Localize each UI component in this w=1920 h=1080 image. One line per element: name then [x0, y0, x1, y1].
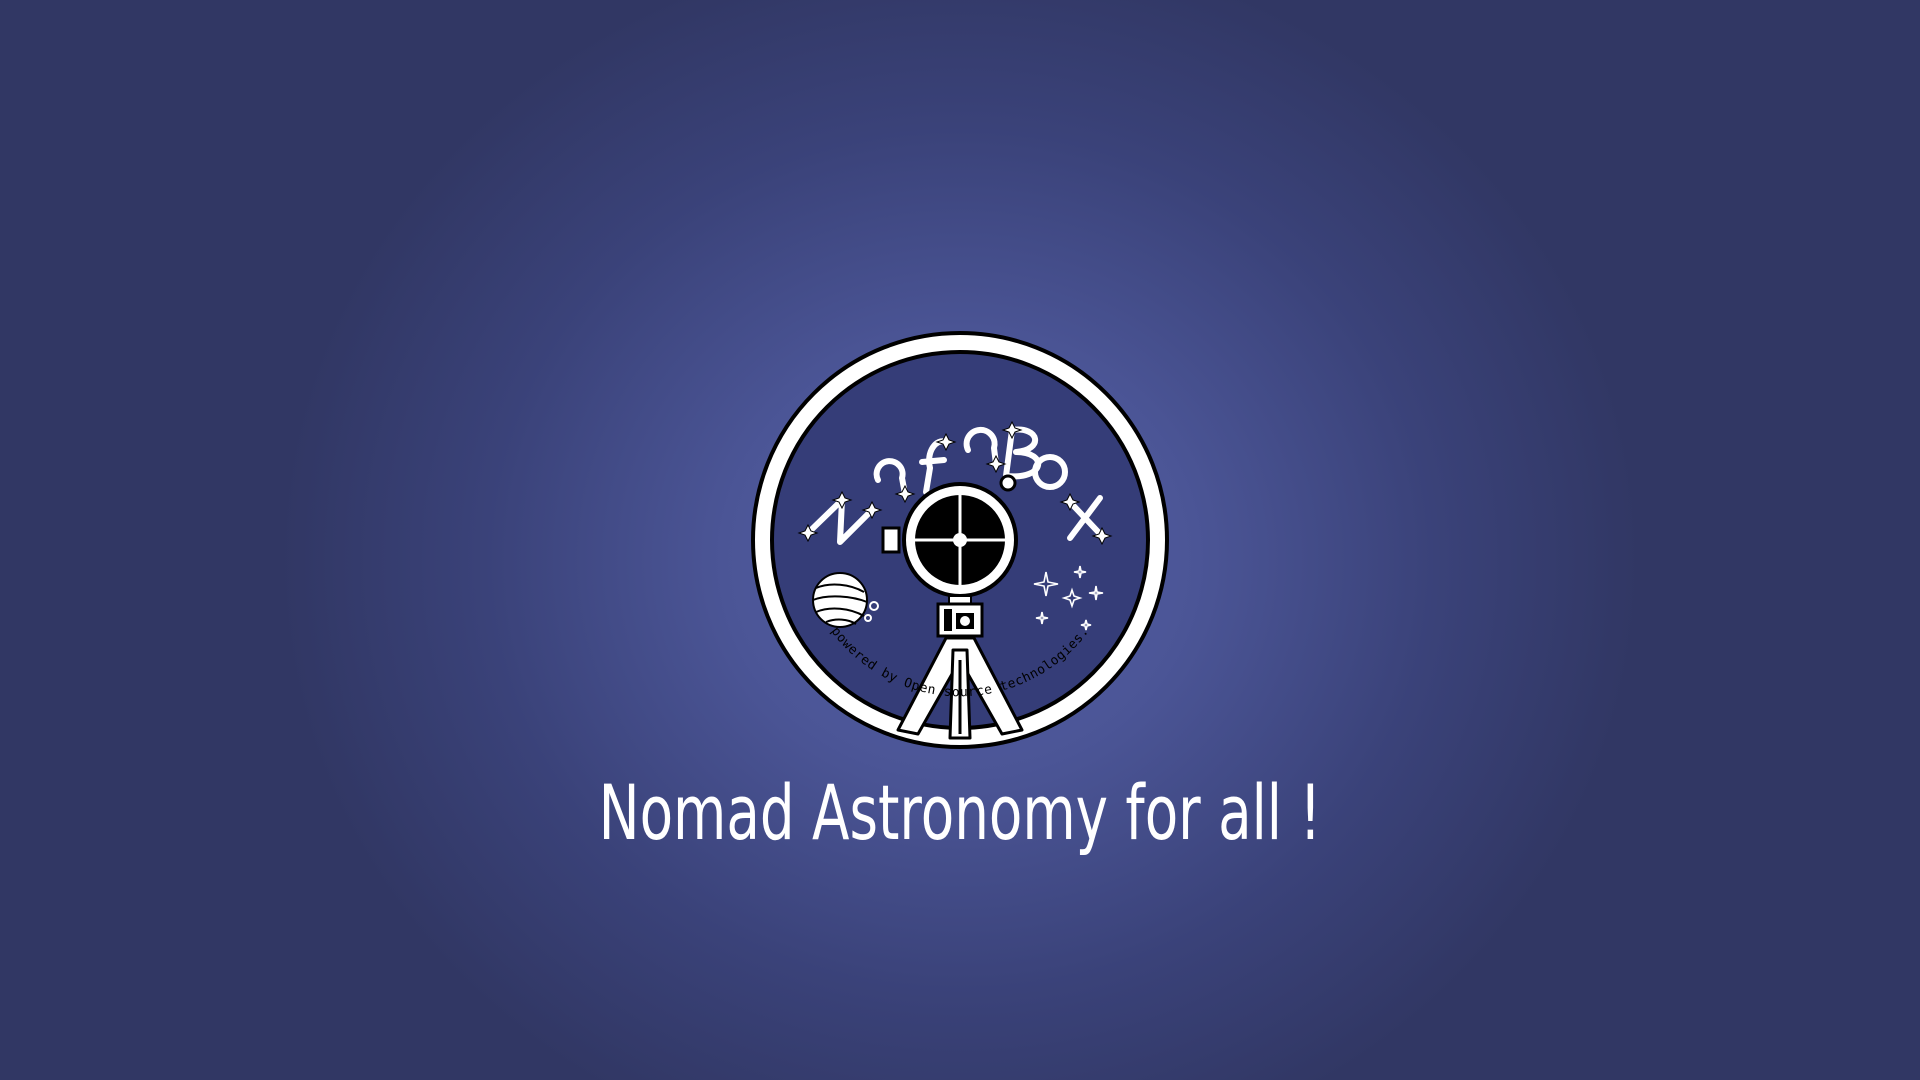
nafabox-logo: powered by Open source technologies. [750, 330, 1170, 750]
tagline: Nomad Astronomy for all ! [269, 768, 1651, 858]
moon-icon [1001, 476, 1015, 490]
